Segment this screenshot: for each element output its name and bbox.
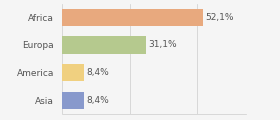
Bar — [62, 36, 146, 54]
Text: 31,1%: 31,1% — [148, 40, 177, 49]
Text: 8,4%: 8,4% — [87, 96, 109, 105]
Bar — [62, 9, 203, 26]
Text: 52,1%: 52,1% — [205, 13, 234, 22]
Text: 8,4%: 8,4% — [87, 68, 109, 77]
Bar — [62, 92, 85, 109]
Bar — [62, 64, 85, 81]
